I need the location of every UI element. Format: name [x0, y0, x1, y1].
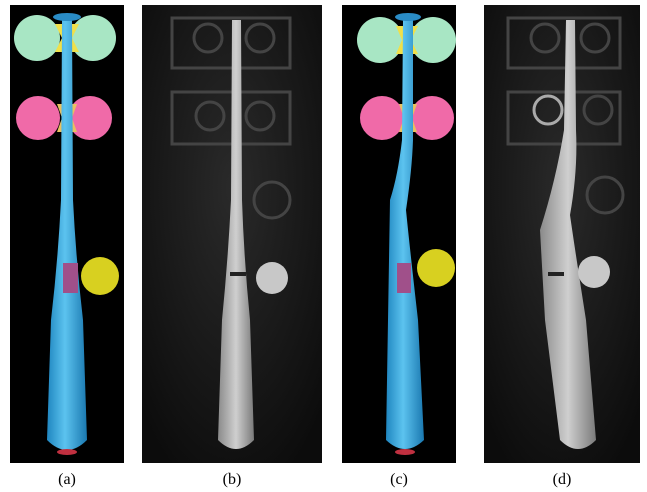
ball [81, 257, 119, 295]
roller [68, 96, 112, 140]
caption: (b) [223, 471, 242, 488]
panel-a [10, 5, 124, 463]
roller [360, 96, 404, 140]
impact-zone [397, 263, 411, 293]
roller [357, 17, 403, 63]
bat-end [57, 449, 77, 455]
roller [16, 96, 60, 140]
marker [548, 272, 564, 276]
caption: (d) [553, 471, 572, 488]
figure: (a) (b) (c) (d) [0, 0, 647, 492]
roller [410, 96, 454, 140]
roller [14, 15, 60, 61]
marker [230, 272, 246, 276]
panel-c [342, 5, 456, 463]
roller [410, 17, 456, 63]
ball [256, 262, 288, 294]
panel-b [142, 5, 322, 463]
roller [70, 15, 116, 61]
bat-knob [53, 13, 81, 21]
bat-end [395, 449, 415, 455]
impact-zone [63, 263, 78, 293]
caption: (a) [58, 471, 76, 488]
ball [417, 249, 455, 287]
panel-d [484, 5, 640, 463]
caption: (c) [390, 471, 408, 488]
bat-knob [395, 13, 421, 21]
ball [578, 256, 610, 288]
